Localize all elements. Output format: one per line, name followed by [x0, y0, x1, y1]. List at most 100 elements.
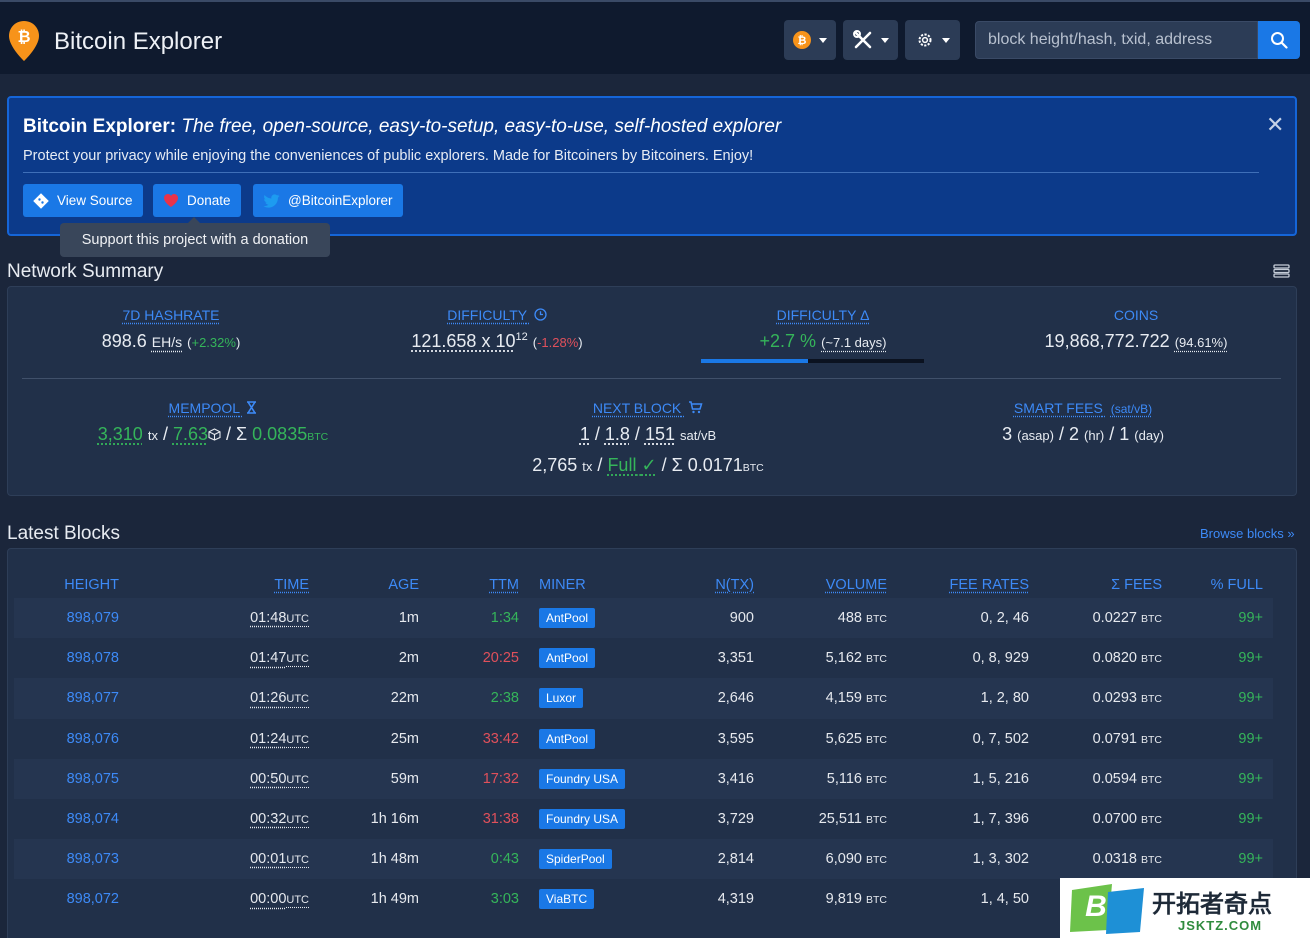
- miner-badge[interactable]: AntPool: [539, 728, 596, 749]
- col-miner: MINER: [529, 572, 664, 598]
- col-age: AGE: [319, 572, 429, 598]
- utc-label: UTC: [286, 653, 309, 666]
- col-fee-rates: FEE RATES: [897, 572, 1039, 598]
- block-age: 1h 48m: [319, 839, 429, 880]
- block-sum-fees: 0.0791 BTC: [1039, 719, 1172, 759]
- block-time-value: 00:50: [250, 770, 287, 787]
- twitter-button[interactable]: @BitcoinExplorer: [253, 184, 403, 217]
- settings-menu-button[interactable]: [905, 20, 960, 60]
- stat-hashrate: 7D HASHRATE 898.6 EH/s (+2.32%): [8, 307, 334, 352]
- block-volume-value: 488: [837, 610, 862, 627]
- miner-badge[interactable]: Foundry USA: [539, 809, 626, 830]
- block-miner: AntPool: [529, 598, 664, 639]
- view-source-label: View Source: [57, 193, 133, 208]
- next-block-label[interactable]: NEXT BLOCK: [438, 400, 858, 416]
- watermark-text-en: JSKTZ.COM: [1178, 918, 1263, 933]
- miner-badge[interactable]: AntPool: [539, 608, 596, 629]
- difficulty-delta-eta: (~7.1 days): [821, 335, 887, 350]
- block-height-link[interactable]: 898,079: [14, 598, 129, 639]
- donate-button[interactable]: Donate: [153, 184, 241, 217]
- btc-label: BTC: [866, 693, 887, 706]
- search-icon: [1271, 32, 1288, 49]
- bitcoin-logo-icon[interactable]: ₿: [8, 20, 40, 62]
- block-volume: 9,819 BTC: [764, 879, 897, 919]
- btc-label: BTC: [1141, 814, 1162, 827]
- banner-title: Bitcoin Explorer: The free, open-source,…: [23, 116, 781, 138]
- coins-label: COINS: [1113, 307, 1159, 323]
- block-height-link[interactable]: 898,074: [66, 811, 119, 828]
- banner-subtitle: Protect your privacy while enjoying the …: [23, 148, 754, 164]
- miner-badge[interactable]: ViaBTC: [539, 889, 595, 910]
- col-percent-full-label: % FULL: [1210, 577, 1263, 593]
- banner-title-bold: Bitcoin Explorer:: [23, 116, 177, 137]
- hashrate-label[interactable]: 7D HASHRATE: [122, 307, 220, 323]
- block-fee-rates: 1, 4, 50: [980, 891, 1029, 908]
- block-age: 2m: [398, 650, 419, 667]
- block-sum-fees-value: 0.0791: [1092, 730, 1137, 747]
- smart-fees-label[interactable]: SMART FEES (sat/vB): [878, 400, 1288, 416]
- miner-badge[interactable]: SpiderPool: [539, 849, 612, 870]
- btc-label: BTC: [1141, 773, 1162, 786]
- miner-badge[interactable]: AntPool: [539, 648, 596, 669]
- donate-tooltip: Support this project with a donation: [60, 217, 330, 257]
- col-age-label: AGE: [388, 577, 419, 593]
- browse-blocks-link[interactable]: Browse blocks »: [1200, 526, 1295, 541]
- search-button[interactable]: [1258, 21, 1300, 59]
- col-sum-fees: Σ FEES: [1039, 572, 1172, 598]
- table-row: 898,074 00:32UTC 1h 16m 31:38 Foundry USA 3,7…: [14, 799, 1273, 839]
- block-height-link[interactable]: 898,073: [14, 839, 129, 880]
- hashrate-number: 898.6: [101, 331, 147, 351]
- btc-label: BTC: [1141, 653, 1162, 666]
- block-ntx: 3,729: [717, 811, 754, 828]
- block-percent-full: 99+: [1172, 598, 1273, 639]
- bitcoin-icon: ₿: [793, 31, 811, 49]
- git-icon: [33, 192, 49, 209]
- block-volume-value: 25,511: [818, 811, 862, 828]
- watermark-logo-icon: B: [1070, 884, 1144, 934]
- close-icon[interactable]: ✕: [1266, 112, 1285, 137]
- utc-label: UTC: [286, 814, 309, 827]
- clock-icon[interactable]: [534, 308, 547, 321]
- btc-label: BTC: [866, 854, 887, 867]
- app-title[interactable]: Bitcoin Explorer: [54, 28, 223, 55]
- block-height-link[interactable]: 898,078: [66, 650, 119, 667]
- network-summary-title: Network Summary: [7, 261, 164, 282]
- stat-coins: COINS 19,868,772.722 (94.61%): [986, 307, 1286, 352]
- svg-text:₿: ₿: [798, 35, 807, 47]
- hashrate-value: 898.6 EH/s (+2.32%): [101, 331, 241, 351]
- difficulty-delta-number: +2.7 %: [759, 331, 817, 351]
- block-height-link[interactable]: 898,076: [66, 730, 119, 747]
- block-sum-fees: 0.0227 BTC: [1039, 598, 1172, 639]
- smart-fees-label-text: SMART FEES: [1013, 400, 1103, 416]
- next-block-fee-median: 1.8: [604, 424, 630, 444]
- block-volume: 5,116 BTC: [764, 758, 897, 799]
- next-block-fee-unit: sat/vB: [680, 428, 717, 443]
- smart-fee-day-label: (day): [1134, 428, 1164, 443]
- difficulty-change: -1.28%: [537, 335, 579, 350]
- search-input[interactable]: [975, 21, 1258, 59]
- block-height-link[interactable]: 898,072: [66, 891, 119, 908]
- view-source-button[interactable]: View Source: [23, 184, 143, 217]
- mempool-label[interactable]: MEMPOOL: [8, 400, 418, 416]
- block-time: 00:01UTC: [129, 839, 319, 880]
- col-ttm-label: TTM: [489, 577, 519, 593]
- difficulty-label[interactable]: DIFFICULTY: [334, 307, 660, 323]
- block-fee-rates: 0, 2, 46: [897, 598, 1039, 639]
- block-height-link[interactable]: 898,075: [14, 758, 129, 799]
- btc-label: BTC: [866, 894, 887, 907]
- tools-menu-button[interactable]: [843, 20, 898, 60]
- difficulty-delta-label[interactable]: DIFFICULTY Δ: [776, 307, 870, 323]
- svg-text:₿: ₿: [17, 28, 30, 46]
- block-height-link[interactable]: 898,077: [14, 678, 129, 719]
- miner-badge[interactable]: Foundry USA: [539, 768, 626, 789]
- block-ttm: 1:34: [429, 598, 529, 639]
- miner-badge[interactable]: Luxor: [539, 688, 584, 709]
- next-block-fee-max: 151: [644, 424, 675, 444]
- utc-label: UTC: [286, 693, 309, 706]
- utc-label: UTC: [286, 613, 309, 626]
- coins-number: 19,868,772.722: [1044, 331, 1170, 351]
- coin-selector-button[interactable]: ₿: [784, 20, 836, 60]
- block-volume: 5,162 BTC: [764, 638, 897, 678]
- layout-toggle-icon[interactable]: [1273, 264, 1290, 278]
- block-sum-fees-value: 0.0293: [1092, 690, 1137, 707]
